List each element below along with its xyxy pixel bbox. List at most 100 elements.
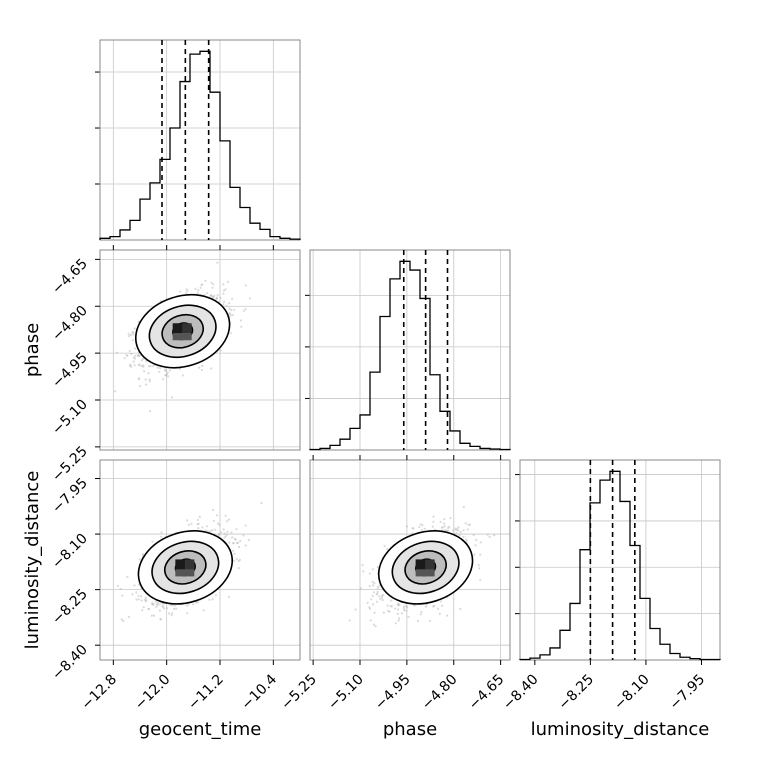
- scatter-point: [158, 370, 161, 373]
- scatter-point: [216, 261, 219, 264]
- scatter-point: [371, 580, 374, 584]
- scatter-point: [170, 614, 173, 617]
- scatter-point: [201, 364, 204, 368]
- scatter-point: [195, 601, 198, 604]
- scatter-point: [398, 617, 401, 620]
- scatter-point: [140, 595, 143, 598]
- scatter-point: [474, 544, 477, 547]
- scatter-point: [244, 284, 247, 287]
- scatter-point: [440, 526, 443, 529]
- scatter-panel-geocent_time-phase: [99, 249, 301, 451]
- scatter-point: [168, 369, 171, 372]
- scatter-point: [133, 327, 136, 330]
- y-tick-label: −5.25: [49, 443, 91, 485]
- scatter-point: [185, 604, 189, 607]
- density-peak: [172, 323, 183, 334]
- scatter-point: [141, 554, 144, 557]
- scatter-point: [454, 527, 457, 530]
- scatter-point: [141, 609, 144, 612]
- scatter-point: [126, 575, 129, 579]
- scatter-point: [136, 354, 139, 357]
- scatter-point: [212, 508, 215, 511]
- x-tick-label: −8.10: [611, 672, 653, 714]
- scatter-point: [407, 615, 410, 618]
- scatter-point: [152, 614, 156, 617]
- scatter-point: [235, 558, 238, 561]
- scatter-point: [420, 610, 423, 613]
- scatter-point: [379, 597, 382, 601]
- scatter-point: [214, 594, 218, 597]
- scatter-point: [154, 600, 157, 603]
- scatter-point: [210, 281, 213, 284]
- y-tick-label: −4.65: [49, 256, 91, 298]
- scatter-point: [201, 283, 204, 286]
- hist-panel-geocent_time: [95, 39, 301, 241]
- scatter-point: [224, 514, 227, 517]
- scatter-point: [235, 528, 238, 531]
- density-peak: [185, 559, 195, 570]
- scatter-panel-phase-luminosity_distance: [309, 459, 511, 661]
- y-tick-label: −5.10: [49, 397, 91, 439]
- scatter-point: [413, 604, 416, 607]
- scatter-point: [225, 520, 228, 523]
- scatter-point: [383, 544, 386, 548]
- scatter-point: [159, 367, 162, 370]
- scatter-point: [199, 286, 202, 289]
- scatter-point: [140, 599, 143, 602]
- scatter-point: [200, 368, 203, 372]
- y-tick-label: −8.40: [49, 642, 91, 684]
- scatter-point: [215, 514, 218, 517]
- scatter-point: [156, 366, 159, 369]
- scatter-point: [202, 609, 205, 612]
- scatter-point: [151, 540, 154, 543]
- scatter-point: [421, 529, 424, 532]
- scatter-point: [197, 289, 200, 292]
- scatter-point: [394, 607, 397, 610]
- scatter-point: [405, 525, 408, 528]
- scatter-point: [160, 531, 163, 534]
- scatter-point: [229, 314, 232, 317]
- scatter-point: [132, 360, 135, 363]
- scatter-point: [236, 541, 239, 544]
- scatter-point: [162, 607, 166, 610]
- scatter-point: [232, 542, 235, 545]
- scatter-point: [260, 501, 263, 505]
- scatter-point: [192, 603, 195, 606]
- scatter-point: [227, 518, 231, 521]
- x-tick-label: −8.40: [500, 672, 542, 714]
- scatter-point: [459, 531, 462, 534]
- scatter-point: [228, 307, 231, 310]
- panel-bg: [310, 250, 510, 450]
- scatter-point: [432, 604, 436, 608]
- scatter-point: [462, 529, 465, 532]
- scatter-point: [173, 604, 176, 607]
- scatter-point: [144, 383, 148, 386]
- scatter-point: [412, 527, 415, 530]
- scatter-point: [396, 612, 399, 616]
- scatter-point: [462, 535, 465, 538]
- scatter-point: [186, 612, 189, 615]
- scatter-point: [475, 538, 478, 542]
- scatter-point: [372, 603, 375, 606]
- scatter-point: [159, 618, 162, 621]
- scatter-point: [377, 585, 380, 589]
- scatter-point: [132, 333, 135, 336]
- scatter-point: [402, 605, 406, 608]
- scatter-point: [419, 613, 422, 616]
- scatter-point: [130, 365, 133, 368]
- scatter-point: [179, 290, 182, 293]
- scatter-point: [214, 528, 217, 531]
- scatter-point: [473, 553, 476, 556]
- scatter-point: [231, 536, 234, 539]
- scatter-point: [114, 390, 117, 393]
- scatter-point: [171, 612, 174, 615]
- scatter-point: [144, 378, 147, 381]
- scatter-point: [239, 319, 242, 322]
- scatter-point: [220, 531, 223, 534]
- scatter-point: [240, 325, 243, 328]
- scatter-point: [390, 599, 393, 602]
- scatter-point: [160, 535, 163, 538]
- scatter-point: [443, 525, 446, 528]
